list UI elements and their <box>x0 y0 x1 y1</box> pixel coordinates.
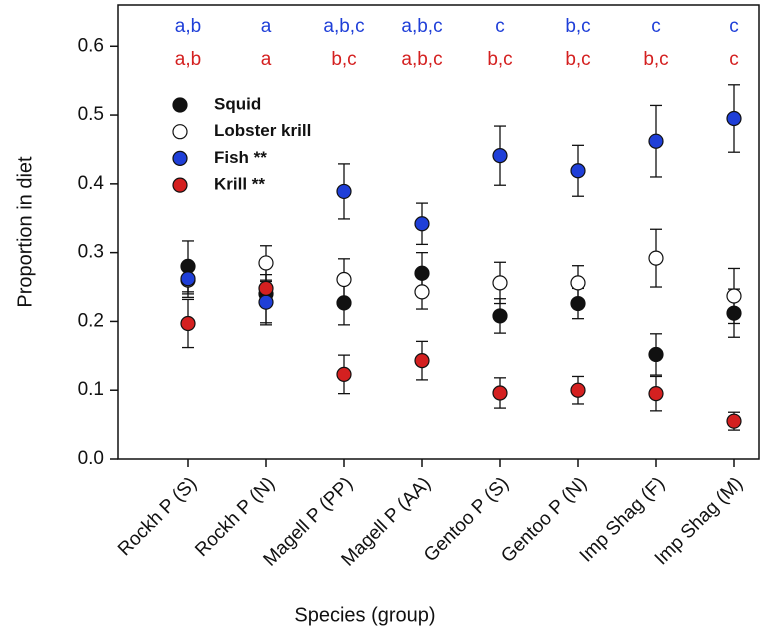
point <box>258 280 274 297</box>
y-tick-label: 0.4 <box>78 173 105 194</box>
point <box>726 305 742 321</box>
y-tick-label: 0.6 <box>78 35 104 56</box>
point <box>570 295 586 312</box>
point <box>648 386 664 402</box>
significance-label: b,c <box>643 49 668 70</box>
point <box>726 110 742 127</box>
legend-label: Krill ** <box>214 175 265 194</box>
y-tick-label: 0.3 <box>78 242 104 263</box>
significance-label: b,c <box>565 49 590 70</box>
point <box>492 385 508 401</box>
significance-label: a <box>261 16 272 37</box>
significance-label: b,c <box>565 16 590 37</box>
point <box>726 413 742 429</box>
point <box>492 148 508 164</box>
legend-label: Fish ** <box>214 148 267 167</box>
significance-label: a,b <box>175 16 201 37</box>
x-tick-label: Rockh P (N) <box>191 473 279 561</box>
legend-label: Squid <box>214 94 261 113</box>
significance-label: a <box>261 49 272 70</box>
point <box>570 163 586 179</box>
y-tick-label: 0.5 <box>78 104 104 125</box>
significance-label: a,b,c <box>323 16 364 37</box>
point <box>648 133 664 149</box>
legend-marker <box>172 150 188 166</box>
significance-label: c <box>729 49 739 70</box>
significance-label: a,b,c <box>401 16 442 37</box>
point <box>570 382 586 398</box>
plot-frame <box>117 4 760 460</box>
point <box>258 294 274 310</box>
point <box>492 275 508 291</box>
x-axis-label: Species (group) <box>294 604 435 626</box>
point <box>414 216 430 232</box>
point <box>414 265 430 281</box>
point <box>648 346 664 363</box>
legend-label: Lobster krill <box>214 121 311 140</box>
y-tick-label: 0.0 <box>78 448 104 469</box>
significance-label: c <box>651 16 661 37</box>
point <box>336 295 352 311</box>
point <box>336 183 352 200</box>
significance-label: c <box>729 16 739 37</box>
point <box>492 308 508 324</box>
significance-label: b,c <box>331 49 356 70</box>
legend-marker <box>172 177 188 193</box>
point <box>336 366 352 382</box>
point <box>726 288 742 304</box>
y-tick-label: 0.1 <box>78 379 104 400</box>
point <box>648 250 664 266</box>
point <box>570 275 586 291</box>
point <box>414 353 430 369</box>
point <box>414 284 430 300</box>
significance-label: a,b,c <box>401 49 442 70</box>
x-tick-label: Rockh P (S) <box>114 473 201 560</box>
y-tick-label: 0.2 <box>78 310 104 331</box>
significance-label: a,b <box>175 49 201 70</box>
point <box>258 255 274 271</box>
legend-marker <box>172 124 188 140</box>
legend-marker <box>172 97 188 113</box>
point <box>180 315 196 332</box>
y-axis-label: Proportion in diet <box>14 156 36 308</box>
significance-label: c <box>495 16 505 37</box>
point <box>180 271 196 287</box>
significance-label: b,c <box>487 49 512 70</box>
point <box>336 271 352 288</box>
